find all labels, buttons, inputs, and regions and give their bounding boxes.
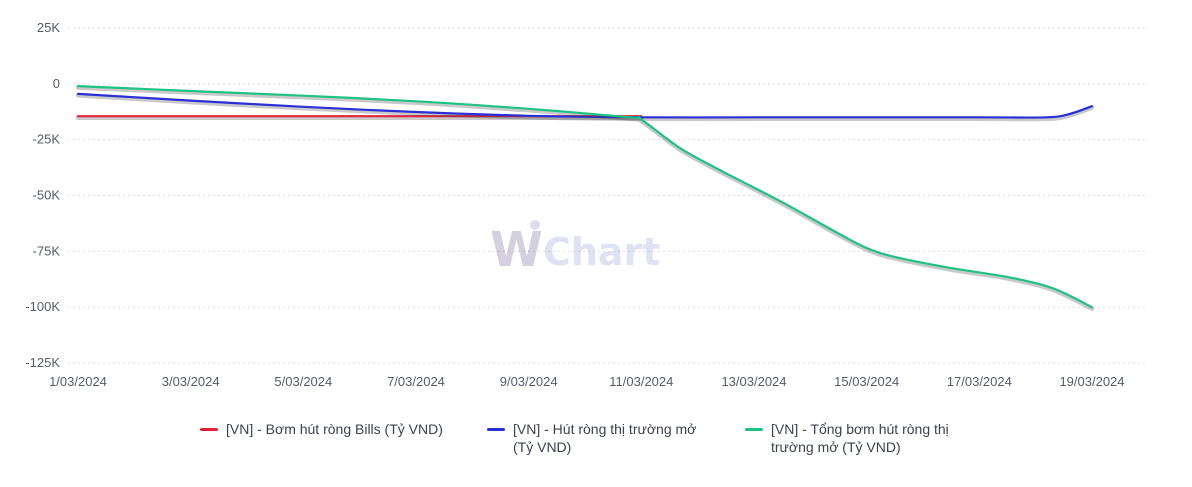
legend-swatch: [200, 428, 218, 431]
legend-label-line: trường mở (Tỷ VND): [771, 439, 901, 455]
x-tick-label: 19/03/2024: [1059, 374, 1124, 389]
chart-legend: [VN] - Bơm hút ròng Bills (Tỷ VND) [VN] -…: [0, 420, 1192, 470]
legend-label-line: [VN] - Bơm hút ròng Bills (Tỷ VND): [226, 421, 443, 437]
series-lines: [75, 85, 1095, 311]
y-axis: 25K 0 -25K -50K -75K -100K -125K: [25, 20, 60, 370]
y-tick-label: -100K: [25, 299, 60, 314]
x-tick-label: 13/03/2024: [721, 374, 786, 389]
watermark-text: Chart: [542, 230, 661, 274]
y-tick-label: 0: [53, 76, 60, 91]
chart-plot-area: 25K 0 -25K -50K -75K -100K -125K 1/03/2024 3/03…: [25, 20, 1148, 389]
x-axis: 1/03/2024 3/03/2024 5/03/2024 7/03/2024 9/03…: [49, 374, 1124, 389]
x-tick-label: 1/03/2024: [49, 374, 107, 389]
y-tick-label: -125K: [25, 355, 60, 370]
x-tick-label: 7/03/2024: [387, 374, 445, 389]
series-line-shadow: [75, 85, 1095, 311]
legend-item[interactable]: [VN] - Tổng bơm hút ròng thị trường mở (T…: [745, 420, 949, 456]
legend-label: [VN] - Hút ròng thị trường mở (Tỷ VND): [513, 420, 696, 456]
y-tick-label: -25K: [33, 132, 61, 147]
legend-swatch: [745, 428, 763, 431]
x-tick-label: 9/03/2024: [500, 374, 558, 389]
x-tick-label: 15/03/2024: [834, 374, 899, 389]
legend-item[interactable]: [VN] - Hút ròng thị trường mở (Tỷ VND): [487, 420, 696, 456]
wichart-watermark: W Chart: [490, 220, 661, 278]
x-tick-label: 3/03/2024: [162, 374, 220, 389]
x-tick-label: 17/03/2024: [947, 374, 1012, 389]
legend-label: [VN] - Tổng bơm hút ròng thị trường mở (T…: [771, 420, 949, 456]
y-tick-label: -75K: [33, 243, 61, 258]
series-line-3: [76, 85, 1094, 309]
series-line-2: [76, 92, 1094, 119]
legend-swatch: [487, 428, 505, 431]
gridlines: [68, 27, 1148, 364]
legend-label-line: [VN] - Hút ròng thị trường mở: [513, 421, 697, 437]
x-tick-label: 5/03/2024: [274, 374, 332, 389]
legend-label-line: [VN] - Tổng bơm hút ròng thị: [771, 421, 949, 437]
watermark-dot: [530, 220, 540, 230]
legend-label-line: (Tỷ VND): [513, 439, 572, 455]
watermark-mark: W: [490, 222, 543, 278]
y-tick-label: 25K: [37, 20, 60, 35]
series-line-shadow: [75, 93, 1095, 122]
legend-item[interactable]: [VN] - Bơm hút ròng Bills (Tỷ VND): [200, 420, 443, 438]
legend-label: [VN] - Bơm hút ròng Bills (Tỷ VND): [226, 420, 443, 438]
x-tick-label: 11/03/2024: [609, 374, 673, 389]
y-tick-label: -50K: [33, 188, 61, 203]
